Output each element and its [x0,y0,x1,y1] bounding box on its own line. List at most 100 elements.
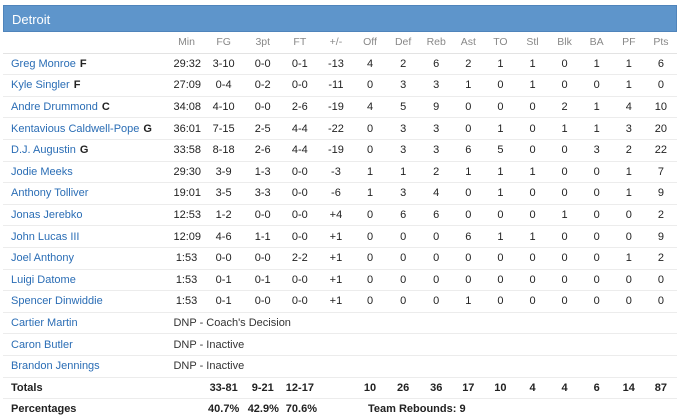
stat-cell-ft: 2-2 [281,247,318,270]
stat-cell-off: 0 [353,74,387,97]
header-row: Min FG 3pt FT +/- Off Def Reb Ast TO Stl Blk BA PF Pts [3,32,677,54]
stat-cell-ast: 0 [452,269,485,292]
stat-cell-to: 1 [484,117,517,140]
stat-cell-3pt: 0-0 [243,96,282,119]
stat-cell-ba: 1 [580,96,613,119]
stat-cell-: -19 [317,139,354,162]
player-link[interactable]: Andre Drummond [11,101,98,114]
stat-cell-blk: 0 [548,182,581,205]
stat-cell-to: 1 [484,161,517,184]
stat-cell-3pt: 1-1 [243,225,282,248]
player-row: Luigi Datome 1:53 0-1 0-1 0-0 +1 0 0 0 0 0 0 0 0 0 0 [3,269,677,292]
player-link[interactable]: Kentavious Caldwell-Pope [11,122,140,135]
stat-cell-def: 5 [386,96,421,119]
stat-cell-min: 1:53 [169,269,204,292]
stat-cell-off: 0 [353,269,387,292]
column-header-ast[interactable]: Ast [452,32,485,54]
stat-cell-ft: 0-0 [281,74,318,97]
player-row: Greg Monroe F 29:32 3-10 0-0 0-1 -13 4 2 6 2 1 1 0 1 1 6 [3,53,677,76]
stat-cell-min: 1:53 [169,247,204,270]
player-link[interactable]: Caron Butler [11,338,73,351]
stat-cell-blk: 0 [548,247,581,270]
player-row: Andre Drummond C 34:08 4-10 0-0 2-6 -19 4 5 9 0 0 0 2… [3,96,677,119]
player-link[interactable]: D.J. Augustin [11,144,76,157]
stat-cell-def: 0 [386,290,421,313]
column-header-pts[interactable]: Pts [644,32,677,54]
stat-cell-reb: 4 [420,182,453,205]
stat-cell-3pt: 0-0 [243,290,282,313]
stat-cell-off: 0 [353,139,387,162]
stat-cell-min: 1:53 [169,290,204,313]
column-header-def[interactable]: Def [386,32,421,54]
stat-cell-off: 0 [353,290,387,313]
stat-cell-pf: 1 [612,247,645,270]
player-link[interactable]: Spencer Dinwiddie [11,295,103,308]
player-link[interactable]: Anthony Tolliver [11,187,89,200]
player-name-cell: Jodie Meeks [3,161,170,184]
stat-cell-min: 33:58 [169,139,204,162]
player-row: Jonas Jerebko 12:53 1-2 0-0 0-0 +4 0 6 6 0 0 0 1 0 0 2 [3,204,677,227]
stat-cell-: +1 [317,290,354,313]
dnp-row: Brandon Jennings DNP - Inactive [3,355,677,378]
column-header-stl[interactable]: Stl [516,32,549,54]
player-link[interactable]: Jonas Jerebko [11,209,83,222]
player-link[interactable]: Luigi Datome [11,273,76,286]
column-header-pf[interactable]: PF [612,32,645,54]
player-link[interactable]: John Lucas III [11,230,80,243]
player-name-cell: Greg Monroe F [3,53,170,76]
column-header-blk[interactable]: Blk [548,32,581,54]
stat-cell-reb: 3 [420,139,453,162]
stat-cell-to: 1 [484,53,517,76]
ft-percentage: 70.6% [285,403,317,416]
stat-cell-ast: 0 [452,247,485,270]
column-header-min[interactable]: Min [169,32,204,54]
column-header-ft[interactable]: FT [281,32,318,54]
stat-cell-blk: 1 [548,204,581,227]
stat-cell-def: 2 [386,53,421,76]
stat-cell-blk: 0 [548,139,581,162]
stat-cell-stl: 1 [516,74,549,97]
column-header-ba[interactable]: BA [580,32,613,54]
player-position: F [73,79,81,92]
stat-cell-3pt: 2-5 [243,117,282,140]
stat-cell-fg: 7-15 [203,117,244,140]
stat-cell-: -6 [317,182,354,205]
percentages-label: Percentages [11,403,77,416]
column-header-[interactable]: +/- [317,32,354,54]
stat-cell-min: 12:09 [169,225,204,248]
stat-cell-3pt: 3-3 [243,182,282,205]
stat-cell-to: 0 [484,269,517,292]
stat-cell-ft: 2-6 [281,96,318,119]
box-score-table: Min FG 3pt FT +/- Off Def Reb Ast TO Stl Blk BA PF Pts… [3,32,677,420]
stat-cell-ast: 0 [452,96,485,119]
stat-cell-off: 4 [353,96,387,119]
stat-cell-reb: 3 [420,117,453,140]
stat-cell-ft: 0-0 [281,269,318,292]
player-link[interactable]: Cartier Martin [11,317,78,330]
header-name [3,32,170,54]
stat-cell-ast: 6 [452,139,485,162]
stat-cell-pts: 0 [644,74,677,97]
stat-cell-: -22 [317,117,354,140]
player-link[interactable]: Greg Monroe [11,57,76,70]
stat-cell-: +1 [317,247,354,270]
stat-cell-ba: 1 [580,117,613,140]
stat-cell-stl: 0 [516,96,549,119]
stat-cell-pts: 22 [644,139,677,162]
column-header-reb[interactable]: Reb [420,32,453,54]
stat-cell-to: 0 [484,96,517,119]
column-header-fg[interactable]: FG [203,32,244,54]
player-link[interactable]: Brandon Jennings [11,360,100,373]
player-link[interactable]: Jodie Meeks [11,165,73,178]
stat-cell-def: 0 [386,247,421,270]
column-header-3pt[interactable]: 3pt [243,32,282,54]
stat-cell-blk: 0 [548,74,581,97]
player-link[interactable]: Kyle Singler [11,79,70,92]
player-link[interactable]: Joel Anthony [11,252,74,265]
stat-cell-3pt: 0-0 [243,53,282,76]
total-to: 10 [484,377,517,400]
stat-cell-3pt: 2-6 [243,139,282,162]
stat-cell-ba: 0 [580,74,613,97]
column-header-off[interactable]: Off [353,32,387,54]
column-header-to[interactable]: TO [484,32,517,54]
